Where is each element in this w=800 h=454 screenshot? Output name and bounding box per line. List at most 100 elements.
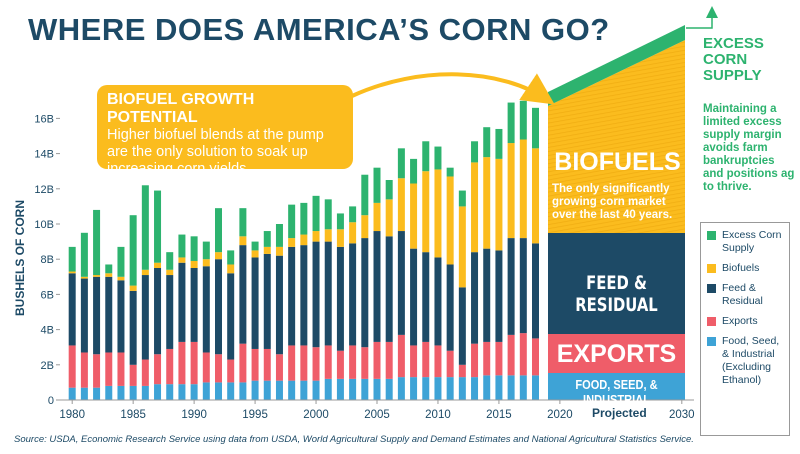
source: Source: USDA, Economic Research Service … bbox=[14, 434, 694, 445]
bar-segment bbox=[397, 377, 405, 400]
bar-segment bbox=[422, 341, 430, 378]
bar-segment bbox=[251, 250, 259, 258]
bar-segment bbox=[397, 148, 405, 179]
bar-segment bbox=[397, 334, 405, 378]
bar-segment bbox=[336, 246, 344, 351]
bar-segment bbox=[532, 243, 539, 339]
bar-segment bbox=[495, 375, 503, 400]
bar-segment bbox=[349, 222, 357, 244]
bar-segment bbox=[80, 278, 88, 353]
bar-segment bbox=[410, 158, 418, 184]
bar-segment bbox=[288, 238, 296, 247]
bar-segment bbox=[202, 266, 210, 353]
bar-segment bbox=[263, 253, 271, 349]
legend-swatch bbox=[707, 284, 716, 293]
bar-segment bbox=[68, 273, 76, 346]
bar-segment bbox=[471, 252, 479, 344]
bar-segment bbox=[80, 387, 88, 400]
bar-segment bbox=[446, 167, 454, 177]
y-tick-label: 10B bbox=[34, 219, 54, 231]
legend-label: Feed & Residual bbox=[722, 282, 763, 307]
bar-segment bbox=[68, 387, 76, 400]
bar-segment bbox=[324, 345, 332, 379]
bar-segment bbox=[288, 345, 296, 381]
bar-segment bbox=[105, 273, 113, 277]
bar-segment bbox=[361, 347, 369, 379]
bar-segment bbox=[458, 364, 466, 378]
bar-segment bbox=[141, 359, 149, 386]
callout-heading: BIOFUEL GROWTH POTENTIAL bbox=[107, 91, 255, 126]
bar-segment bbox=[93, 387, 101, 400]
y-tick-label: 8B bbox=[41, 254, 54, 266]
bar-segment bbox=[227, 250, 235, 265]
bar-segment bbox=[166, 252, 174, 270]
bar-segment bbox=[483, 248, 491, 342]
bar-segment bbox=[324, 241, 332, 346]
bar-segment bbox=[288, 246, 296, 346]
legend-item: Biofuels bbox=[705, 262, 785, 275]
bar-segment bbox=[385, 341, 393, 379]
callout: BIOFUEL GROWTH POTENTIAL Higher biofuel … bbox=[97, 85, 353, 177]
bar-segment bbox=[141, 185, 149, 270]
bar-segment bbox=[361, 215, 369, 239]
callout-arrow bbox=[351, 72, 555, 105]
bar-segment bbox=[458, 377, 466, 400]
bar-segment bbox=[178, 257, 186, 263]
y-tick-label: 4B bbox=[41, 325, 54, 337]
bar-segment bbox=[154, 190, 162, 263]
bar-segment bbox=[80, 276, 88, 279]
bar-segment bbox=[446, 264, 454, 351]
bar-segment bbox=[422, 141, 430, 172]
bar-segment bbox=[483, 157, 491, 249]
bar-segment bbox=[483, 375, 491, 400]
legend-swatch bbox=[707, 337, 716, 346]
bar-segment bbox=[166, 269, 174, 276]
y-axis-label: BUSHELS OF CORN bbox=[13, 200, 27, 316]
panel-label: BIOFUELS bbox=[554, 148, 681, 176]
bar-segment bbox=[263, 246, 271, 254]
legend-swatch bbox=[707, 264, 716, 273]
bar-segment bbox=[275, 354, 283, 381]
bar-segment bbox=[336, 378, 344, 400]
bar-segment bbox=[227, 273, 235, 360]
bar-segment bbox=[239, 208, 247, 237]
bar-segment bbox=[275, 246, 283, 256]
x-tick-label: 2030 bbox=[669, 409, 695, 421]
x-tick-label: 1985 bbox=[120, 409, 146, 421]
bar-segment bbox=[215, 259, 222, 355]
bar-segment bbox=[519, 375, 527, 400]
y-tick-label: 2B bbox=[41, 360, 54, 372]
legend: Excess Corn Supply Biofuels Feed & Residua… bbox=[700, 222, 790, 436]
bar-segment bbox=[275, 255, 283, 355]
bar-segment bbox=[68, 246, 76, 272]
x-tick-label: 2015 bbox=[486, 409, 512, 421]
bar-segment bbox=[129, 364, 137, 386]
y-tick-label: 0 bbox=[48, 395, 54, 407]
bar-segment bbox=[312, 347, 320, 381]
bar-segment bbox=[434, 146, 442, 170]
bar-segment bbox=[422, 252, 430, 342]
bar-segment bbox=[422, 171, 430, 253]
bar-segment bbox=[373, 341, 381, 379]
bar-segment bbox=[349, 378, 357, 400]
bar-segment bbox=[263, 348, 271, 381]
legend-item: Exports bbox=[705, 315, 785, 328]
bar-segment bbox=[166, 275, 174, 349]
bar-segment bbox=[190, 236, 198, 261]
bar-segment bbox=[532, 107, 539, 149]
bar-segment bbox=[178, 341, 186, 385]
bar-segment bbox=[215, 208, 222, 253]
bar-segment bbox=[507, 375, 515, 400]
bar-segment bbox=[446, 350, 454, 378]
bar-segment bbox=[519, 139, 527, 239]
bar-segment bbox=[324, 378, 332, 400]
bar-segment bbox=[385, 378, 393, 400]
bar-segment bbox=[349, 345, 357, 379]
legend-item: Food, Seed, & Industrial (Excluding Etha… bbox=[705, 335, 785, 387]
bar-segment bbox=[300, 380, 308, 400]
bar-segment bbox=[93, 275, 101, 277]
bar-segment bbox=[300, 245, 308, 346]
bar-segment bbox=[178, 234, 186, 258]
bar-segment bbox=[336, 350, 344, 379]
bar-segment bbox=[93, 354, 101, 388]
